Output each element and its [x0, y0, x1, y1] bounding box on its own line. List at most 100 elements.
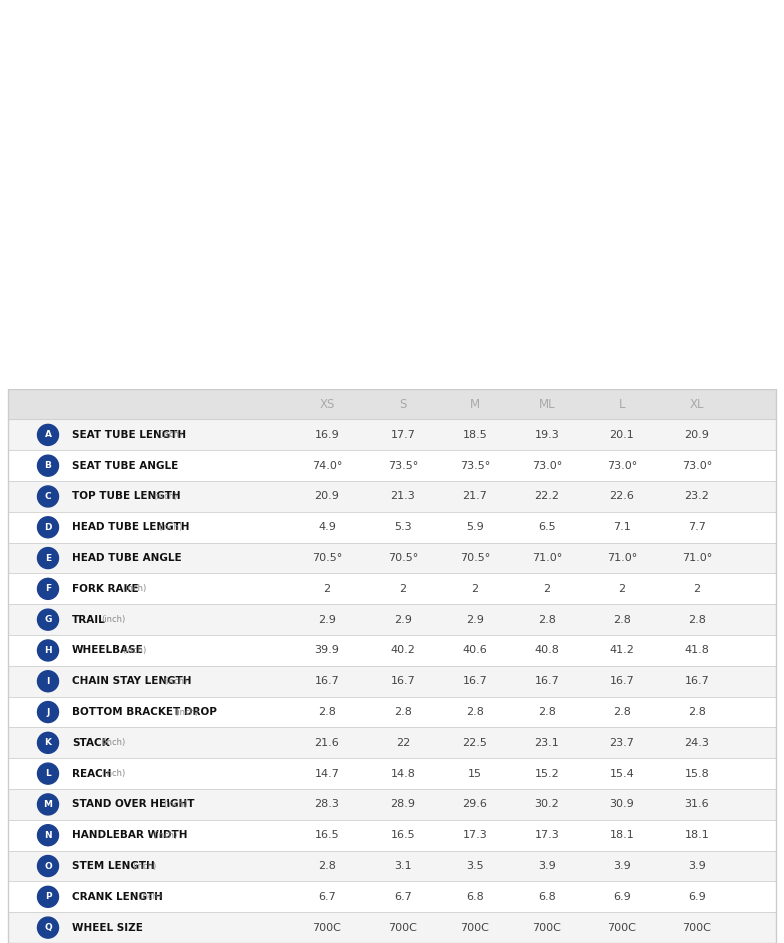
Text: ML: ML	[539, 398, 555, 411]
Text: (inch): (inch)	[163, 677, 187, 686]
Text: 73.0°: 73.0°	[607, 461, 637, 471]
Text: M: M	[470, 398, 480, 411]
Text: 2.9: 2.9	[394, 615, 412, 624]
Text: 2.8: 2.8	[394, 707, 412, 717]
Circle shape	[38, 455, 59, 476]
Text: 70.5°: 70.5°	[460, 553, 490, 563]
Text: 20.9: 20.9	[314, 491, 339, 502]
Text: 2.8: 2.8	[318, 861, 336, 871]
Text: 2.8: 2.8	[613, 707, 631, 717]
Text: 2: 2	[471, 584, 478, 594]
Circle shape	[38, 486, 59, 507]
Text: WHEELBASE: WHEELBASE	[72, 645, 143, 655]
Text: 16.7: 16.7	[314, 676, 339, 687]
Text: E: E	[45, 554, 51, 563]
Text: 2.8: 2.8	[538, 707, 556, 717]
Bar	[8, 635, 776, 666]
Text: 21.7: 21.7	[463, 491, 488, 502]
Text: F: F	[45, 585, 51, 593]
Text: A: A	[45, 430, 52, 439]
Text: I: I	[46, 677, 49, 686]
Text: 29.6: 29.6	[463, 800, 488, 809]
Text: M: M	[43, 800, 53, 809]
Text: (inch): (inch)	[101, 738, 125, 748]
Text: 2.9: 2.9	[318, 615, 336, 624]
Text: S: S	[399, 398, 407, 411]
Bar	[8, 573, 776, 604]
Bar	[8, 882, 776, 912]
Circle shape	[38, 763, 59, 785]
Text: 22.6: 22.6	[610, 491, 634, 502]
Text: (inch): (inch)	[174, 707, 198, 717]
Text: HEAD TUBE ANGLE: HEAD TUBE ANGLE	[72, 553, 182, 563]
Text: 73.0°: 73.0°	[532, 461, 562, 471]
Text: STEM LENGTH: STEM LENGTH	[72, 861, 154, 871]
Text: G: G	[45, 615, 52, 624]
Text: 41.8: 41.8	[684, 645, 710, 655]
Text: 3.9: 3.9	[613, 861, 631, 871]
Text: WHEEL SIZE: WHEEL SIZE	[72, 922, 143, 933]
Text: (inch): (inch)	[163, 800, 187, 809]
Text: 22.5: 22.5	[463, 737, 488, 748]
Text: 2: 2	[399, 584, 407, 594]
Text: 2.8: 2.8	[466, 707, 484, 717]
Circle shape	[38, 886, 59, 907]
Text: L: L	[619, 398, 626, 411]
Text: 14.7: 14.7	[314, 769, 339, 779]
Text: 18.1: 18.1	[684, 830, 710, 840]
Text: 21.6: 21.6	[314, 737, 339, 748]
Text: 28.9: 28.9	[390, 800, 416, 809]
Text: 16.9: 16.9	[314, 430, 339, 439]
Circle shape	[38, 794, 59, 815]
Text: 2: 2	[619, 584, 626, 594]
Text: N: N	[44, 831, 52, 839]
Text: 18.5: 18.5	[463, 430, 488, 439]
Text: XL: XL	[690, 398, 704, 411]
Bar	[8, 481, 776, 512]
Circle shape	[38, 640, 59, 661]
Text: HANDLEBAR WIDTH: HANDLEBAR WIDTH	[72, 830, 187, 840]
Text: 18.1: 18.1	[610, 830, 634, 840]
Text: 22: 22	[396, 737, 410, 748]
Text: 4.9: 4.9	[318, 522, 336, 532]
Text: STAND OVER HEIGHT: STAND OVER HEIGHT	[72, 800, 194, 809]
Text: STACK: STACK	[72, 737, 110, 748]
Circle shape	[38, 702, 59, 722]
Text: 700C: 700C	[460, 922, 489, 933]
Text: 14.8: 14.8	[390, 769, 416, 779]
Text: 3.5: 3.5	[466, 861, 484, 871]
Bar	[8, 389, 776, 420]
Bar	[8, 819, 776, 851]
Text: 2: 2	[324, 584, 331, 594]
Text: 21.3: 21.3	[390, 491, 416, 502]
Circle shape	[38, 548, 59, 569]
Text: J: J	[46, 707, 49, 717]
Bar	[8, 727, 776, 758]
Circle shape	[38, 825, 59, 846]
Text: SEAT TUBE ANGLE: SEAT TUBE ANGLE	[72, 461, 178, 471]
Text: 15: 15	[468, 769, 482, 779]
Circle shape	[38, 609, 59, 630]
Text: 6.8: 6.8	[538, 892, 556, 902]
Text: O: O	[44, 862, 52, 870]
Text: 70.5°: 70.5°	[388, 553, 418, 563]
Text: 2.8: 2.8	[688, 707, 706, 717]
Text: 700C: 700C	[313, 922, 342, 933]
Text: TRAIL: TRAIL	[72, 615, 106, 624]
Text: 70.5°: 70.5°	[312, 553, 342, 563]
Text: (inch): (inch)	[153, 492, 177, 501]
Text: 2.8: 2.8	[688, 615, 706, 624]
Bar	[8, 512, 776, 542]
Bar	[8, 758, 776, 789]
Text: 28.3: 28.3	[314, 800, 339, 809]
Text: 40.6: 40.6	[463, 645, 488, 655]
Text: 16.5: 16.5	[390, 830, 416, 840]
Text: (inch): (inch)	[158, 522, 183, 532]
Text: 15.8: 15.8	[684, 769, 710, 779]
Bar	[8, 604, 776, 635]
Circle shape	[38, 578, 59, 600]
Text: REACH: REACH	[72, 769, 111, 779]
Text: (inch): (inch)	[122, 646, 146, 655]
Text: CHAIN STAY LENGTH: CHAIN STAY LENGTH	[72, 676, 191, 687]
Text: 16.7: 16.7	[390, 676, 416, 687]
